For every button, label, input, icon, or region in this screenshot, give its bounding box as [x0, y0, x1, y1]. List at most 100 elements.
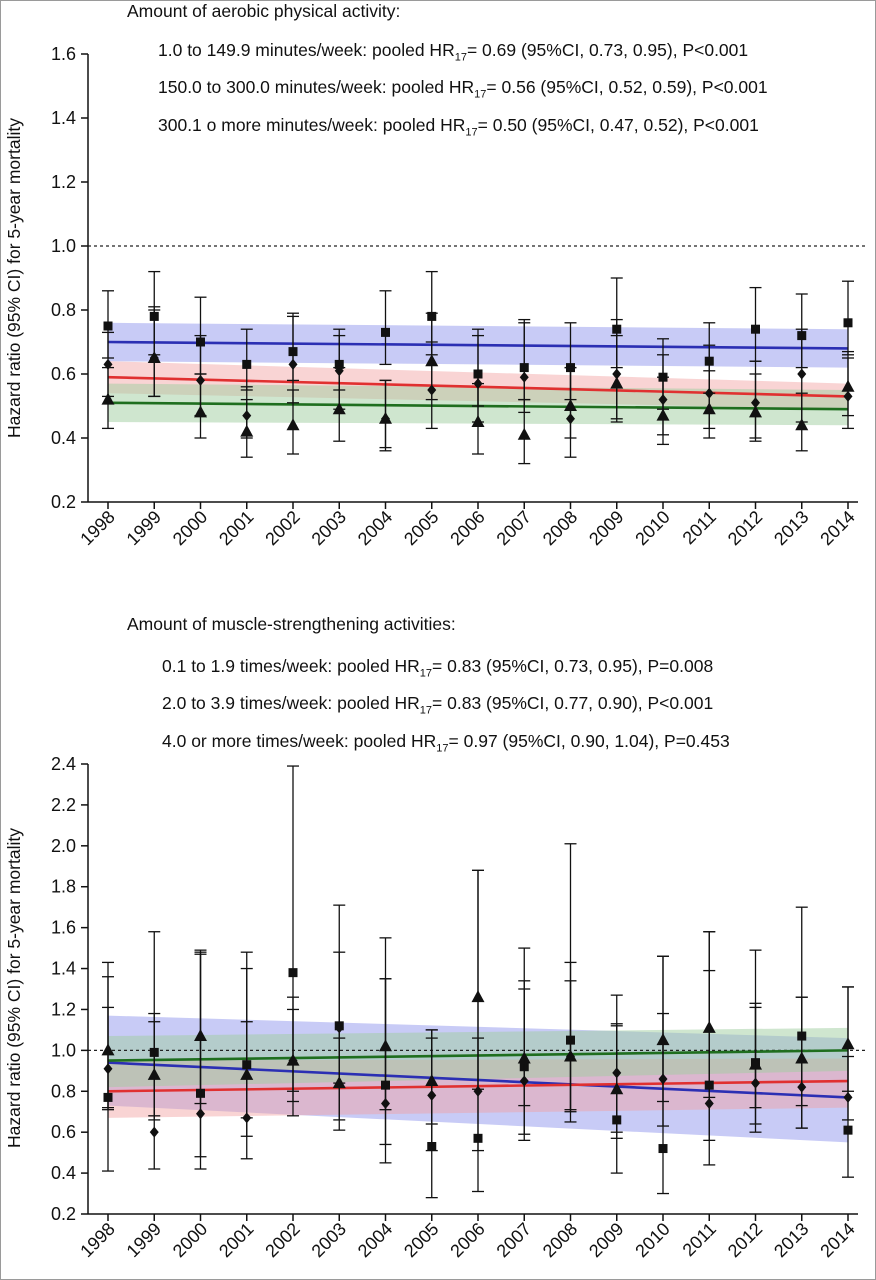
- data-point-triangle: [286, 1053, 300, 1066]
- bottom-legend-entry: 0.1 to 1.9 times/week: pooled HR17= 0.83…: [162, 656, 714, 680]
- x-tick-label: 2008: [539, 1219, 581, 1261]
- y-axis-label: Hazard ratio (95% CI) for 5-year mortali…: [4, 828, 24, 1148]
- bottom-legend-title: Amount of muscle-strengthening activitie…: [127, 614, 456, 634]
- data-point-triangle: [425, 354, 439, 367]
- data-point-triangle: [147, 351, 161, 363]
- x-tick-label: 2009: [585, 507, 627, 549]
- data-point-diamond: [519, 371, 529, 383]
- data-point-diamond: [797, 368, 807, 380]
- data-point-triangle: [194, 405, 207, 418]
- x-tick-label: 2014: [816, 1219, 858, 1261]
- x-tick-label: 2001: [215, 1219, 257, 1261]
- data-point-square: [843, 318, 853, 328]
- data-point-square: [843, 1125, 853, 1135]
- data-point-triangle: [702, 1020, 716, 1033]
- y-tick-label: 2.4: [51, 754, 76, 774]
- data-point-triangle: [332, 1076, 346, 1089]
- data-point-square: [242, 359, 252, 369]
- x-tick-label: 2007: [493, 1219, 535, 1261]
- y-tick-label: 1.4: [51, 959, 76, 979]
- data-point-triangle: [564, 399, 577, 411]
- data-point-square: [103, 321, 113, 331]
- x-tick-label: 2006: [446, 1219, 488, 1261]
- data-point-triangle: [286, 418, 300, 431]
- data-point-triangle: [194, 1029, 207, 1042]
- top-legend-title: Amount of aerobic physical activity:: [127, 1, 401, 21]
- x-tick-label: 2005: [400, 1219, 442, 1261]
- data-point-diamond: [149, 1126, 159, 1138]
- chart-panel-bottom: 0.2 0.4 0.6 0.8 1.0 1.2 1.4 1.6 1.8 2.0 2.2 2.4 Haza…: [4, 754, 868, 1261]
- y-tick-label: 0.4: [51, 428, 76, 448]
- top-legend-entry: 1.0 to 149.9 minutes/week: pooled HR17= …: [158, 40, 749, 64]
- data-point-square: [381, 327, 390, 337]
- x-tick-label: 2010: [631, 507, 673, 549]
- bottom-legend-entry: 2.0 to 3.9 times/week: pooled HR17= 0.83…: [162, 693, 714, 717]
- data-point-triangle: [749, 1057, 762, 1070]
- x-tick-label: 2000: [169, 1219, 211, 1261]
- data-point-triangle: [147, 1067, 161, 1080]
- y-tick-label: 0.2: [51, 492, 76, 512]
- y-axis-label: Hazard ratio (95% CI) for 5-year mortali…: [4, 118, 24, 438]
- data-point-diamond: [843, 1091, 853, 1103]
- data-point-diamond: [288, 358, 298, 370]
- data-point-triangle: [471, 990, 485, 1003]
- x-tick-label: 2009: [585, 1219, 627, 1261]
- top-legend-entry: 150.0 to 300.0 minutes/week: pooled HR17…: [158, 77, 768, 101]
- x-tick-label: 2008: [539, 507, 581, 549]
- x-tick-label: 1998: [76, 507, 118, 549]
- data-point-triangle: [564, 1049, 577, 1062]
- x-tick-label: 2013: [770, 1219, 812, 1261]
- x-tick-label: 2003: [308, 1219, 350, 1261]
- y-tick-label: 1.6: [51, 44, 76, 64]
- data-point-triangle: [379, 1039, 392, 1052]
- top-legend-entry: 300.1 o more minutes/week: pooled HR17= …: [158, 115, 759, 139]
- y-tick-label: 0.6: [51, 1122, 76, 1142]
- data-point-triangle: [795, 1051, 809, 1064]
- data-point-square: [288, 968, 298, 978]
- x-tick-label: 2011: [679, 507, 721, 549]
- data-point-square: [658, 1144, 668, 1154]
- data-point-triangle: [610, 1082, 624, 1095]
- data-point-triangle: [379, 411, 392, 424]
- y-tick-label: 0.4: [51, 1163, 76, 1183]
- y-tick-label: 1.8: [51, 877, 76, 897]
- x-tick-label: 2012: [724, 507, 766, 549]
- y-tick-label: 0.8: [51, 1081, 76, 1101]
- y-tick-label: 1.2: [51, 999, 76, 1019]
- y-tick-label: 1.2: [51, 172, 76, 192]
- x-tick-label: 2001: [215, 507, 257, 549]
- data-point-triangle: [702, 402, 716, 415]
- y-tick-label: 0.6: [51, 364, 76, 384]
- data-point-triangle: [795, 418, 809, 431]
- x-tick-label: 2002: [261, 1219, 303, 1261]
- x-tick-label: 2010: [631, 1219, 673, 1261]
- x-tick-label: 2007: [493, 507, 535, 549]
- data-point-triangle: [517, 427, 531, 440]
- data-point-triangle: [841, 379, 855, 392]
- bottom-legend-entry: 4.0 or more times/week: pooled HR17= 0.9…: [162, 731, 730, 755]
- y-tick-label: 1.6: [51, 918, 76, 938]
- data-point-triangle: [656, 408, 670, 421]
- data-point-triangle: [425, 1074, 439, 1087]
- data-point-triangle: [240, 424, 254, 437]
- x-tick-label: 2011: [679, 1219, 721, 1261]
- data-point-triangle: [101, 392, 115, 405]
- data-point-triangle: [471, 415, 485, 427]
- x-tick-label: 2012: [724, 1219, 766, 1261]
- data-point-triangle: [610, 376, 624, 389]
- data-point-triangle: [332, 402, 346, 415]
- y-tick-label: 1.0: [51, 1040, 76, 1060]
- y-tick-label: 2.2: [51, 795, 76, 815]
- data-point-triangle: [101, 1043, 115, 1056]
- x-tick-label: 2004: [354, 1219, 396, 1261]
- y-tick-label: 0.8: [51, 300, 76, 320]
- data-point-diamond: [704, 1098, 714, 1110]
- x-tick-label: 1999: [123, 507, 165, 549]
- data-point-triangle: [841, 1037, 855, 1050]
- x-tick-label: 2005: [400, 507, 442, 549]
- x-tick-label: 2000: [169, 507, 211, 549]
- x-tick-label: 1998: [76, 1219, 118, 1261]
- data-point-square: [751, 324, 760, 334]
- data-point-triangle: [749, 405, 762, 418]
